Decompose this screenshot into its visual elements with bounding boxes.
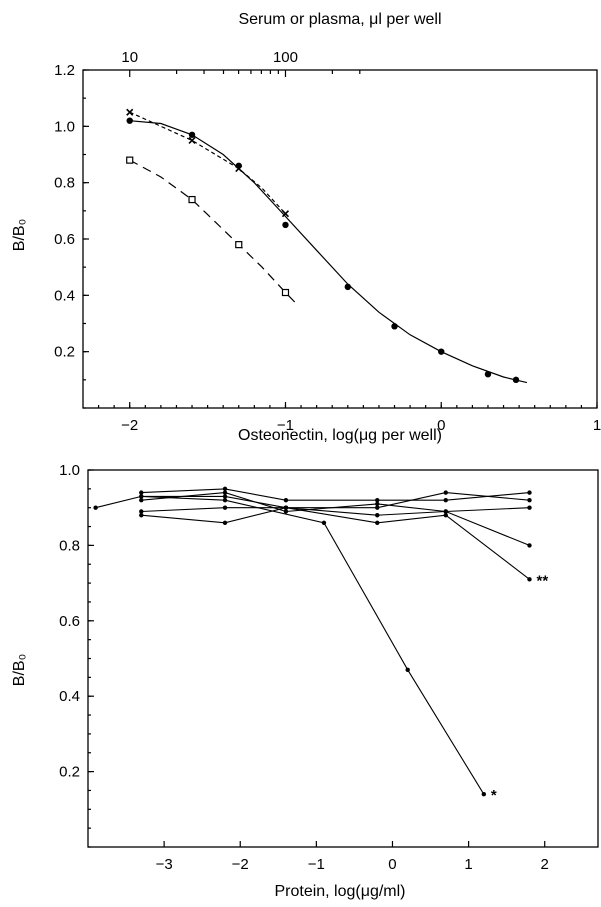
data-point bbox=[375, 497, 380, 503]
data-point bbox=[391, 323, 398, 330]
data-point bbox=[235, 165, 243, 173]
x-tick-label: 2 bbox=[541, 856, 549, 873]
y-tick-label: 0.6 bbox=[59, 613, 80, 630]
data-point bbox=[375, 513, 380, 518]
data-point bbox=[281, 210, 290, 218]
y-tick-label: 0.4 bbox=[59, 688, 80, 705]
data-point bbox=[527, 543, 532, 548]
data-point bbox=[222, 520, 228, 525]
series-curve bbox=[129, 159, 297, 305]
data-point bbox=[235, 241, 243, 249]
data-point bbox=[282, 221, 289, 229]
significance-label: ** bbox=[536, 572, 548, 589]
series-curve bbox=[129, 120, 528, 384]
series-line bbox=[141, 492, 530, 513]
data-point bbox=[139, 490, 144, 495]
data-point bbox=[188, 195, 196, 204]
y-tick-label: 0.4 bbox=[54, 287, 75, 304]
data-point bbox=[527, 505, 532, 510]
data-point bbox=[321, 520, 327, 525]
data-point bbox=[484, 371, 492, 378]
data-point bbox=[93, 505, 98, 510]
data-point bbox=[281, 288, 290, 297]
data-point bbox=[527, 490, 532, 495]
data-point bbox=[139, 509, 144, 514]
top-tick-label: 100 bbox=[273, 49, 298, 66]
chart-bottom: −3 −2 −1 0 1 20.20.40.60.81.0*** Protein, log… bbox=[11, 462, 599, 900]
data-point bbox=[443, 509, 448, 514]
x-tick-label: 1 bbox=[593, 417, 601, 434]
data-point bbox=[188, 131, 196, 138]
data-point bbox=[126, 108, 134, 116]
data-point bbox=[222, 497, 228, 503]
data-point bbox=[222, 494, 228, 499]
x-axis-title: Protein, log(μg/ml) bbox=[274, 883, 405, 900]
data-point bbox=[527, 497, 532, 503]
series-line bbox=[141, 488, 530, 501]
y-axis-title: B/B₀ bbox=[11, 219, 28, 251]
x-axis-title: Osteonectin, log(μg per well) bbox=[238, 427, 442, 444]
y-tick-label: 0.6 bbox=[54, 231, 75, 248]
data-point bbox=[443, 513, 448, 518]
y-tick-label: 1.2 bbox=[54, 62, 75, 79]
data-point bbox=[443, 490, 448, 495]
y-axis-title: B/B₀ bbox=[11, 654, 28, 686]
data-point bbox=[222, 490, 228, 495]
series-line bbox=[141, 495, 485, 795]
data-point bbox=[527, 577, 532, 582]
top-tick-label: 10 bbox=[121, 49, 138, 66]
x-tick-label: −1 bbox=[308, 856, 325, 873]
x-tick-label: 0 bbox=[437, 417, 445, 434]
data-point bbox=[283, 497, 289, 503]
data-point bbox=[375, 520, 380, 525]
y-tick-label: 1.0 bbox=[59, 462, 80, 479]
chart-top: −2 −1 0 1 0.2 0.4 0.6 0.8 1.0 1.2 10 100 Serum or p… bbox=[11, 11, 601, 444]
top-axis-title: Serum or plasma, μl per well bbox=[238, 11, 441, 28]
data-point bbox=[481, 792, 487, 797]
data-point bbox=[139, 497, 144, 503]
x-tick-label: −2 bbox=[232, 856, 249, 873]
data-point bbox=[443, 497, 448, 503]
data-point bbox=[375, 505, 380, 510]
data-point bbox=[283, 509, 289, 514]
y-tick-label: 0.8 bbox=[59, 537, 80, 554]
data-point bbox=[188, 136, 196, 144]
x-tick-label: 1 bbox=[464, 856, 472, 873]
x-tick-label: 0 bbox=[388, 856, 396, 873]
y-tick-label: 0.8 bbox=[54, 175, 75, 192]
data-point bbox=[222, 505, 228, 510]
plot-frame bbox=[87, 469, 599, 848]
data-point bbox=[375, 501, 380, 507]
y-tick-label: 0.2 bbox=[59, 764, 80, 781]
series-curve bbox=[129, 111, 286, 215]
x-tick-label: −3 bbox=[156, 856, 173, 873]
data-point bbox=[139, 513, 144, 518]
data-point bbox=[126, 156, 134, 164]
data-point bbox=[512, 376, 520, 384]
data-point bbox=[344, 283, 351, 291]
data-point bbox=[405, 667, 410, 673]
plot-frame bbox=[82, 69, 598, 409]
data-point bbox=[283, 505, 289, 510]
series-line bbox=[141, 507, 530, 546]
data-point bbox=[126, 117, 133, 124]
series-line bbox=[141, 507, 530, 580]
x-tick-label: −1 bbox=[277, 417, 294, 434]
x-tick-label: −2 bbox=[121, 417, 138, 434]
data-point bbox=[222, 486, 228, 492]
data-point bbox=[139, 494, 144, 499]
y-tick-label: 0.2 bbox=[54, 344, 75, 361]
data-point bbox=[438, 348, 445, 355]
y-tick-label: 1.0 bbox=[54, 118, 75, 135]
significance-label: * bbox=[491, 787, 497, 804]
